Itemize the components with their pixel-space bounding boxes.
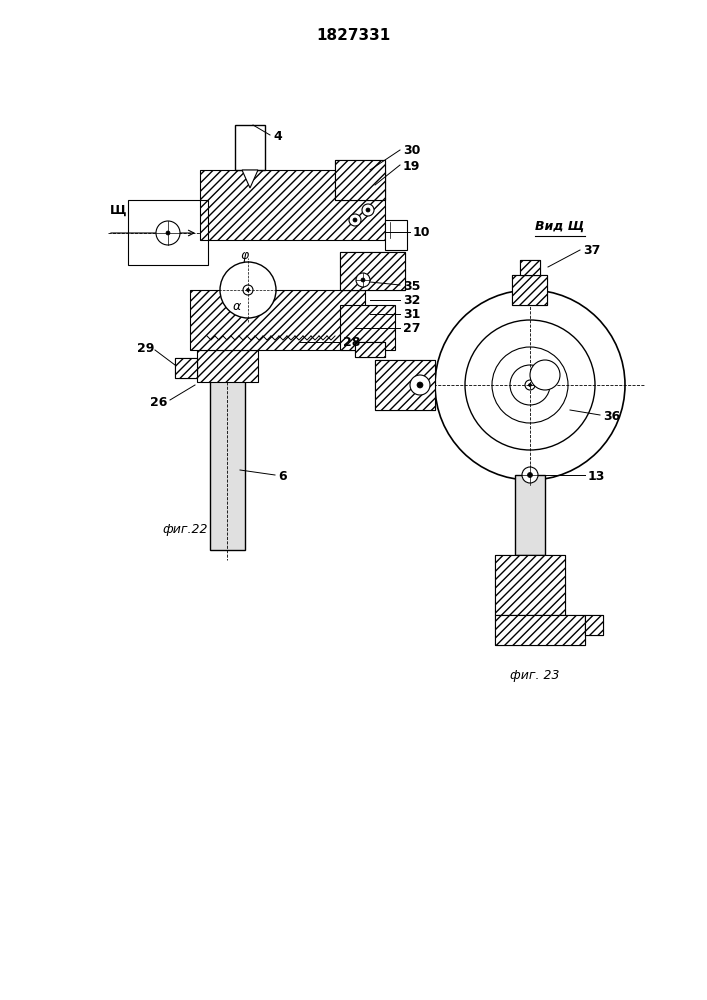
Text: Щ: Щ xyxy=(110,204,127,217)
Bar xyxy=(512,275,547,305)
Bar xyxy=(585,615,603,635)
Bar xyxy=(175,358,197,378)
Bar xyxy=(520,260,540,275)
Bar xyxy=(210,350,245,550)
Bar xyxy=(512,275,547,305)
Text: 6: 6 xyxy=(278,470,286,483)
Text: 30: 30 xyxy=(403,144,421,157)
Circle shape xyxy=(417,382,423,388)
Circle shape xyxy=(247,288,250,292)
Text: α: α xyxy=(233,300,241,314)
Circle shape xyxy=(362,204,374,216)
Bar xyxy=(495,555,565,615)
Circle shape xyxy=(435,290,625,480)
Bar xyxy=(335,160,385,200)
Bar xyxy=(340,252,405,290)
Bar xyxy=(495,615,585,645)
Circle shape xyxy=(410,375,430,395)
Text: 28: 28 xyxy=(343,336,361,350)
Bar xyxy=(235,125,265,170)
Bar xyxy=(495,615,585,645)
Text: фиг. 23: фиг. 23 xyxy=(510,668,560,682)
Circle shape xyxy=(530,360,560,390)
Circle shape xyxy=(522,467,538,483)
Circle shape xyxy=(356,273,370,287)
Text: φ: φ xyxy=(240,248,248,261)
Circle shape xyxy=(243,285,253,295)
Bar xyxy=(335,160,385,200)
Bar xyxy=(375,360,435,410)
Text: 19: 19 xyxy=(403,159,421,172)
Text: 27: 27 xyxy=(403,322,421,336)
Text: 29: 29 xyxy=(137,342,154,356)
Circle shape xyxy=(361,278,365,282)
Bar xyxy=(340,252,405,290)
Bar xyxy=(585,615,603,635)
Circle shape xyxy=(353,218,357,222)
Bar xyxy=(175,358,197,378)
Circle shape xyxy=(220,262,276,318)
Text: 32: 32 xyxy=(403,294,421,308)
Text: 1827331: 1827331 xyxy=(316,27,390,42)
Bar xyxy=(495,555,565,615)
Circle shape xyxy=(510,365,550,405)
Circle shape xyxy=(166,231,170,235)
Bar xyxy=(355,342,385,357)
Circle shape xyxy=(465,320,595,450)
Circle shape xyxy=(492,347,568,423)
Text: 10: 10 xyxy=(413,226,431,238)
Text: 31: 31 xyxy=(403,308,421,322)
Text: Вид Щ: Вид Щ xyxy=(535,220,585,233)
Bar xyxy=(375,360,435,410)
Bar xyxy=(515,475,545,555)
Circle shape xyxy=(366,208,370,212)
Text: 13: 13 xyxy=(588,470,605,483)
Text: 4: 4 xyxy=(273,129,282,142)
Text: 37: 37 xyxy=(583,244,600,257)
Bar xyxy=(385,220,407,250)
Bar xyxy=(520,260,540,275)
Circle shape xyxy=(349,214,361,226)
Bar xyxy=(340,305,395,350)
Text: фиг.22: фиг.22 xyxy=(162,524,208,536)
Circle shape xyxy=(525,380,535,390)
Circle shape xyxy=(156,221,180,245)
Bar xyxy=(197,350,258,382)
Bar xyxy=(355,342,385,357)
Text: 35: 35 xyxy=(403,279,421,292)
Circle shape xyxy=(529,383,532,386)
Polygon shape xyxy=(242,170,258,188)
Text: 26: 26 xyxy=(150,396,168,410)
Circle shape xyxy=(527,473,532,478)
Bar xyxy=(200,170,385,240)
Bar xyxy=(128,200,208,265)
Bar xyxy=(190,290,365,350)
Text: 36: 36 xyxy=(603,410,620,422)
